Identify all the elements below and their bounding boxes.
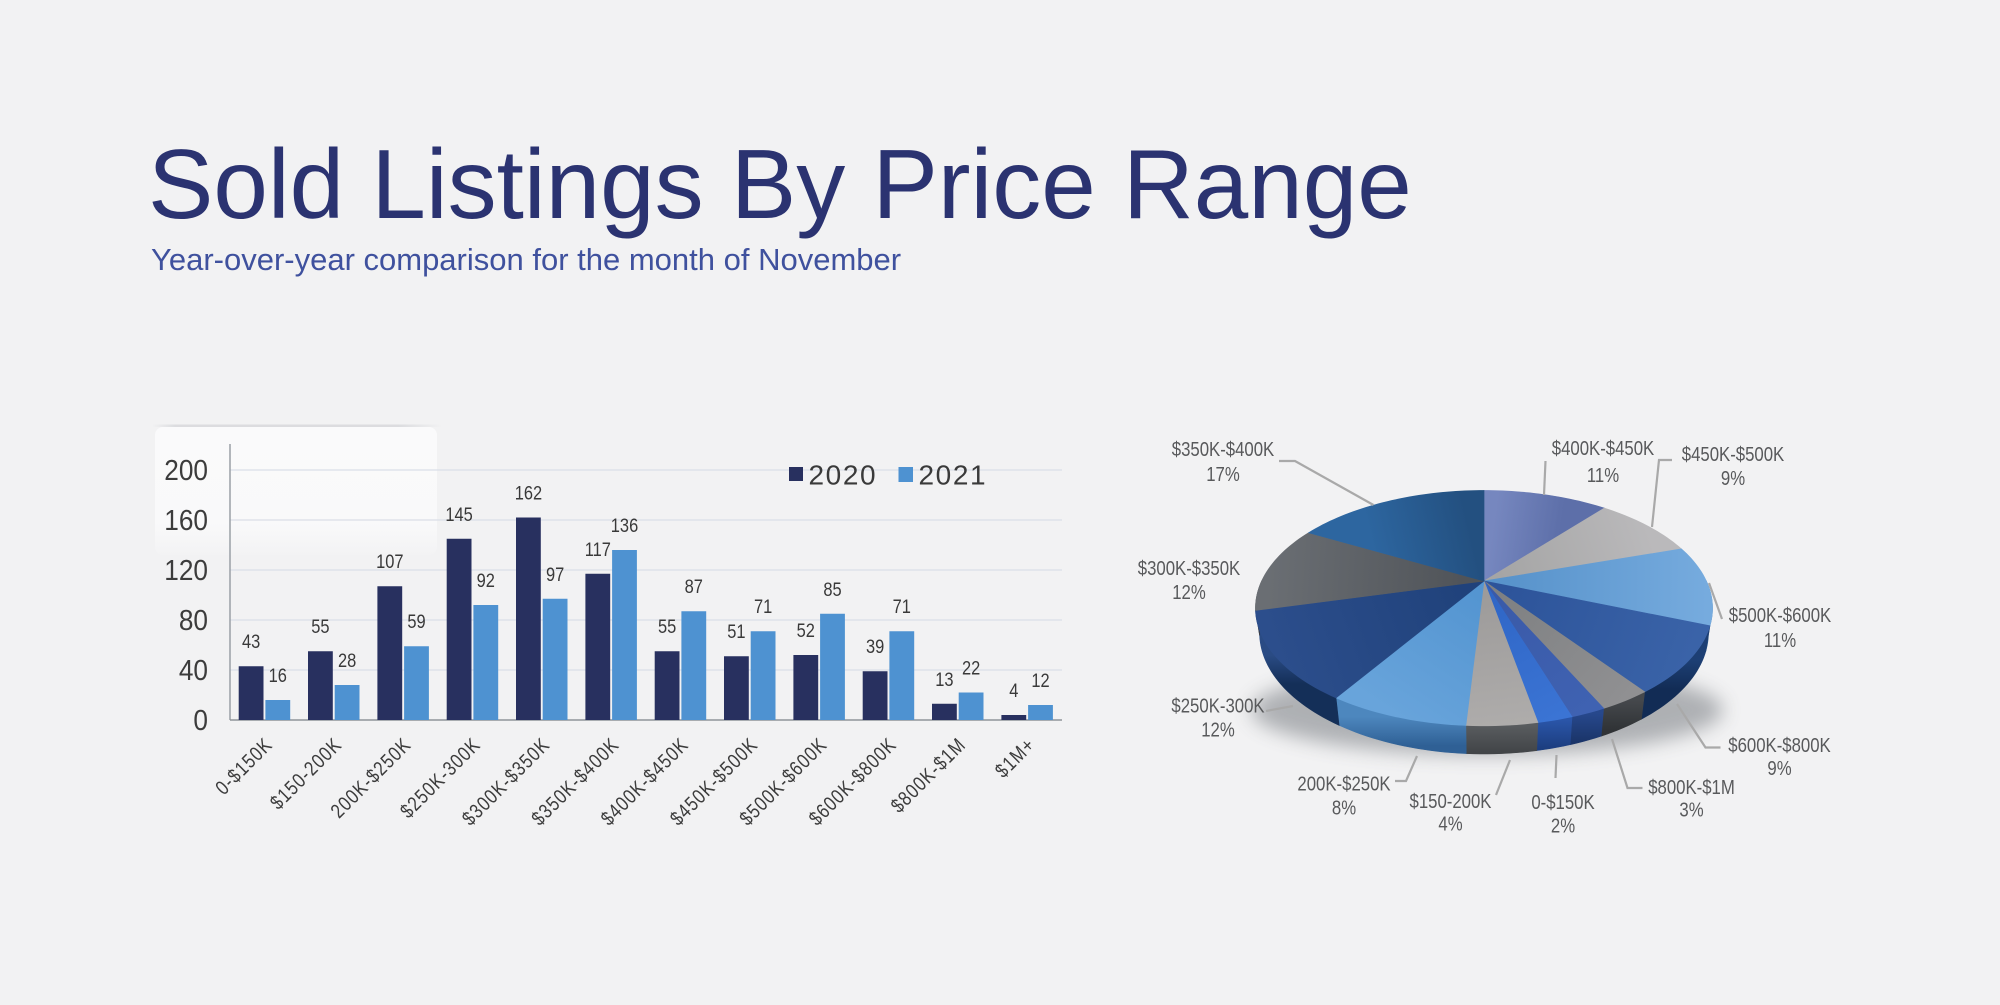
- svg-text:40: 40: [179, 654, 208, 686]
- svg-text:145: 145: [445, 503, 472, 525]
- svg-text:22: 22: [962, 657, 980, 679]
- svg-text:4%: 4%: [1438, 812, 1462, 835]
- svg-text:9%: 9%: [1767, 757, 1791, 780]
- svg-text:17%: 17%: [1206, 463, 1240, 486]
- svg-text:2021: 2021: [919, 460, 988, 491]
- svg-text:8%: 8%: [1332, 796, 1356, 819]
- svg-text:71: 71: [893, 596, 911, 618]
- svg-text:52: 52: [797, 620, 815, 642]
- svg-text:97: 97: [546, 563, 564, 585]
- svg-text:12: 12: [1031, 670, 1049, 692]
- svg-text:12%: 12%: [1201, 718, 1235, 741]
- svg-text:160: 160: [164, 504, 208, 536]
- svg-text:39: 39: [866, 636, 884, 658]
- svg-text:12%: 12%: [1172, 581, 1206, 604]
- svg-text:200K-$250K: 200K-$250K: [1297, 772, 1391, 795]
- svg-text:120: 120: [164, 554, 208, 586]
- svg-text:55: 55: [311, 616, 329, 638]
- svg-text:92: 92: [477, 570, 495, 592]
- svg-text:11%: 11%: [1764, 629, 1796, 652]
- svg-text:$350K-$400K: $350K-$400K: [1172, 438, 1275, 461]
- svg-text:4: 4: [1009, 680, 1018, 702]
- svg-text:3%: 3%: [1679, 798, 1703, 821]
- svg-text:117: 117: [585, 538, 611, 560]
- svg-text:136: 136: [611, 515, 638, 537]
- svg-text:2%: 2%: [1551, 814, 1575, 837]
- svg-text:87: 87: [685, 576, 703, 598]
- svg-text:200: 200: [164, 454, 208, 486]
- svg-text:$300K-$350K: $300K-$350K: [1138, 557, 1241, 580]
- svg-text:80: 80: [179, 604, 208, 636]
- svg-text:107: 107: [376, 551, 403, 573]
- svg-text:59: 59: [407, 611, 425, 633]
- svg-text:$400K-$450K: $400K-$450K: [1552, 437, 1655, 460]
- svg-text:71: 71: [754, 596, 772, 618]
- svg-text:$500K-$600K: $500K-$600K: [1729, 604, 1832, 627]
- svg-text:Year-over-year comparison for: Year-over-year comparison for the month …: [151, 242, 901, 277]
- svg-text:9%: 9%: [1721, 467, 1745, 490]
- svg-text:$150-200K: $150-200K: [1410, 790, 1493, 813]
- svg-text:85: 85: [823, 578, 841, 600]
- svg-text:28: 28: [338, 650, 356, 672]
- svg-text:Sold Listings By Price Range: Sold Listings By Price Range: [148, 129, 1412, 239]
- svg-text:55: 55: [658, 616, 676, 638]
- svg-text:$800K-$1M: $800K-$1M: [1648, 776, 1735, 799]
- svg-text:11%: 11%: [1587, 464, 1619, 487]
- svg-text:13: 13: [935, 668, 953, 690]
- svg-text:162: 162: [515, 482, 542, 504]
- svg-text:43: 43: [242, 631, 260, 653]
- svg-text:0: 0: [193, 704, 208, 736]
- svg-text:51: 51: [727, 621, 745, 643]
- svg-text:0-$150K: 0-$150K: [1531, 791, 1595, 814]
- svg-text:$250K-300K: $250K-300K: [1171, 694, 1265, 717]
- svg-text:2020: 2020: [809, 460, 878, 491]
- svg-text:$600K-$800K: $600K-$800K: [1728, 734, 1831, 757]
- svg-text:$450K-$500K: $450K-$500K: [1682, 443, 1785, 466]
- svg-text:16: 16: [269, 665, 287, 687]
